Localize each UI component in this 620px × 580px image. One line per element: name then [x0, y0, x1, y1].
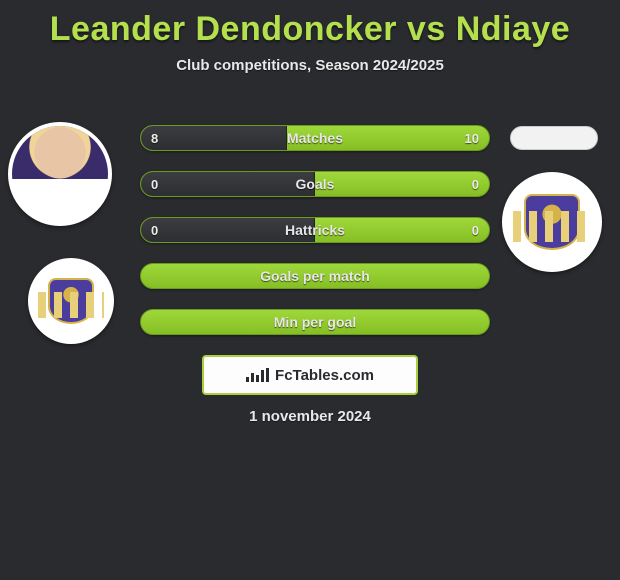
club-right-crest [502, 172, 602, 272]
club-crest-icon [32, 262, 110, 340]
stat-label: Matches [141, 126, 489, 150]
bars-icon [246, 368, 269, 382]
comparison-bars: 810Matches 00Goals 00Hattricks Goals per ma… [140, 125, 490, 355]
stat-bar: 810Matches [140, 125, 490, 151]
subtitle: Club competitions, Season 2024/2025 [0, 57, 620, 74]
page-title: Leander Dendoncker vs Ndiaye [0, 0, 620, 49]
club-left-crest [28, 258, 114, 344]
stat-bar: 00Hattricks [140, 217, 490, 243]
stat-label: Min per goal [141, 310, 489, 334]
player-right-pill [510, 126, 598, 150]
stat-bar: Goals per match [140, 263, 490, 289]
stat-label: Goals per match [141, 264, 489, 288]
stat-label: Hattricks [141, 218, 489, 242]
stat-bar: Min per goal [140, 309, 490, 335]
stat-label: Goals [141, 172, 489, 196]
footer-date: 1 november 2024 [0, 408, 620, 425]
player-left-avatar [8, 122, 112, 226]
brand-label: FcTables.com [275, 367, 374, 384]
club-crest-icon [506, 176, 598, 268]
player-face-icon [12, 126, 108, 222]
stat-bar: 00Goals [140, 171, 490, 197]
brand-box[interactable]: FcTables.com [202, 355, 418, 395]
